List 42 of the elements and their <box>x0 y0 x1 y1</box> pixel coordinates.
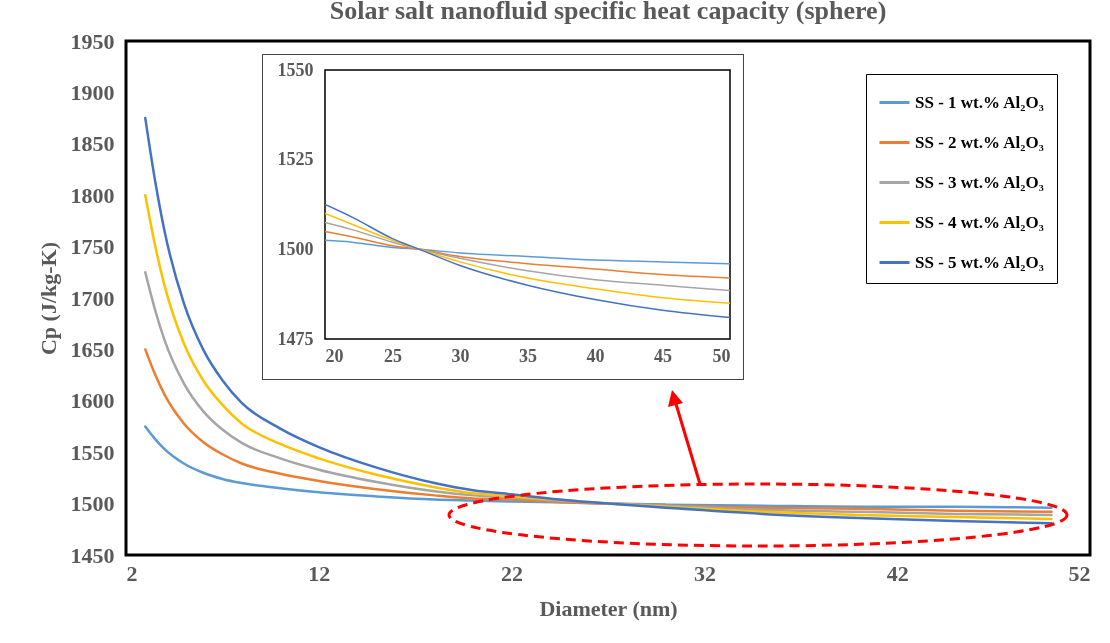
y-tick-label: 1525 <box>277 149 314 170</box>
line-series <box>325 212 730 304</box>
y-tick-label: 1550 <box>277 59 314 80</box>
line-series <box>325 230 730 279</box>
y-tick-label: 1500 <box>277 238 314 259</box>
y-tick-label: 1950 <box>70 28 115 54</box>
line-series <box>325 203 730 319</box>
x-tick-label: 25 <box>384 345 402 366</box>
line-series <box>144 116 1053 525</box>
y-tick-label: 1800 <box>70 182 115 208</box>
chart-title: Solar salt nanofluid specific heat capacity (sphere) <box>329 0 887 25</box>
y-tick-label: 1500 <box>70 491 115 517</box>
y-tick-label: 1900 <box>70 79 115 105</box>
x-tick-label: 20 <box>325 345 344 366</box>
line-series <box>325 221 730 292</box>
line-series <box>325 239 730 265</box>
y-tick-label: 1550 <box>70 439 115 465</box>
x-tick-label: 40 <box>586 345 605 366</box>
y-tick-label: 1450 <box>70 542 115 568</box>
x-tick-label: 52 <box>1068 560 1091 586</box>
legend-label: SS - 4 wt.% Al₂O₃ <box>915 212 1044 232</box>
legend-label: SS - 1 wt.% Al₂O₃ <box>915 92 1044 112</box>
legend-label: SS - 5 wt.% Al₂O₃ <box>915 252 1044 272</box>
y-tick-label: 1700 <box>70 285 115 311</box>
x-tick-label: 42 <box>886 560 909 586</box>
y-tick-label: 1650 <box>70 336 115 362</box>
y-tick-label: 1850 <box>70 131 115 157</box>
x-tick-label: 2 <box>126 560 138 586</box>
legend-label: SS - 2 wt.% Al₂O₃ <box>915 132 1044 152</box>
x-tick-label: 45 <box>654 345 672 366</box>
x-tick-label: 12 <box>308 560 331 586</box>
x-tick-label: 32 <box>693 560 716 586</box>
x-tick-label: 22 <box>501 560 524 586</box>
x-tick-label: 50 <box>712 345 731 366</box>
x-tick-label: 35 <box>519 345 537 366</box>
legend-label: SS - 3 wt.% Al₂O₃ <box>915 172 1044 192</box>
x-axis-title: Diameter (nm) <box>539 595 678 621</box>
x-tick-label: 30 <box>451 345 470 366</box>
y-tick-label: 1600 <box>70 388 115 414</box>
y-tick-label: 1475 <box>277 328 314 349</box>
y-axis-title: Cp (J/kg-K) <box>35 241 61 356</box>
y-tick-label: 1750 <box>70 234 115 260</box>
